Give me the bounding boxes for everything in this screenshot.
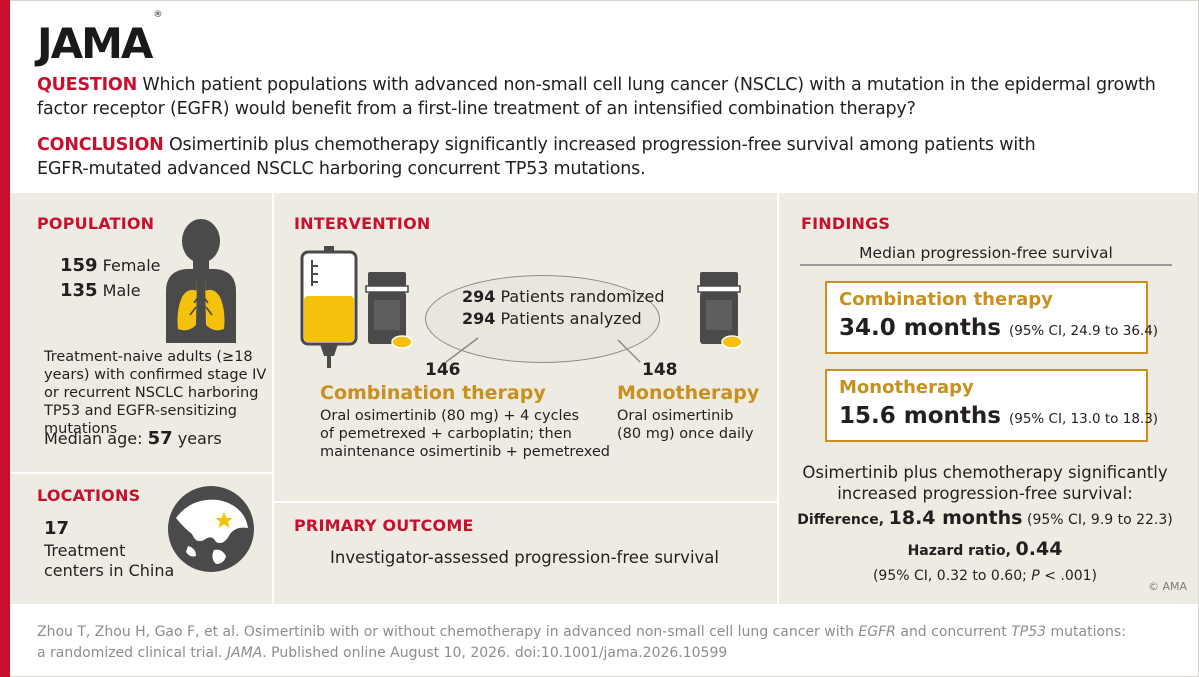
female-count: 159 Female [60,255,161,276]
male-count: 135 Male [60,280,141,301]
hazard-ratio-line: Hazard ratio, 0.44 [907,538,1063,560]
arm2-count: 148 [642,360,678,380]
arm2-line2: (80 mg) once daily [617,426,754,442]
findings-title: FINDINGS [801,214,891,233]
arm1-line1: Oral osimertinib (80 mg) + 4 cycles [320,408,580,424]
conclusion-text: CONCLUSION Osimertinib plus chemotherapy… [37,134,1037,181]
arm2-line1: Oral osimertinib [617,408,734,424]
findings-subtitle: Median progression-free survival [859,244,1113,262]
row-divider [10,472,272,474]
population-description: Treatment-naive adults (≥18 years) with … [44,349,267,437]
accent-bar [0,0,10,677]
question-text: QUESTION Which patient populations with … [37,74,1157,121]
arm1-line2: of pemetrexed + carboplatin; then [320,426,572,442]
row-divider [274,501,777,503]
box2-value: 15.6 months (95% CI, 13.0 to 18.3) [839,403,1159,429]
locations-title: LOCATIONS [37,486,141,505]
location-line2: centers in China [44,561,175,580]
difference-line: Difference, 18.4 months (95% CI, 9.9 to … [797,507,1173,529]
arm1-title: Combination therapy [320,382,546,404]
pill-bottle-icon [365,272,412,349]
box2-title: Monotherapy [839,377,974,398]
citation: Zhou T, Zhou H, Gao F, et al. Osimertini… [37,624,1126,661]
intervention-title: INTERVENTION [294,214,431,233]
subtitle-rule [800,264,1172,266]
globe-china-icon [168,486,254,572]
box1-title: Combination therapy [839,289,1053,310]
conclusion-body: Osimertinib plus chemotherapy significan… [37,135,1036,179]
combination-result-box: Combination therapy 34.0 months (95% CI,… [825,281,1158,354]
person-lungs-icon [166,219,236,343]
jama-logo: JAMA® [37,10,163,68]
allocation-lines [445,337,641,363]
question-label: QUESTION [37,75,138,95]
conclusion-label: CONCLUSION [37,135,164,155]
arm1-count: 146 [425,360,461,380]
median-age: Median age: 57 years [44,428,222,449]
analyzed-line: 294 Patients analyzed [462,309,642,328]
monotherapy-result-box: Monotherapy 15.6 months (95% CI, 13.0 to… [825,369,1158,442]
summary-text: Osimertinib plus chemotherapy significan… [802,463,1168,503]
copyright: © AMA [1148,580,1188,593]
box1-value: 34.0 months (95% CI, 24.9 to 36.4) [839,315,1159,341]
arm1-line3: maintenance osimertinib + pemetrexed [320,444,610,460]
question-body: Which patient populations with advanced … [37,75,1156,119]
location-line1: Treatment [44,541,126,560]
arm2-title: Monotherapy [617,382,760,404]
pill-bottle-icon [697,272,743,349]
location-count: 17 [44,518,70,539]
column-divider [272,193,274,604]
primary-outcome-title: PRIMARY OUTCOME [294,516,474,535]
column-divider [777,193,779,604]
primary-outcome-text: Investigator-assessed progression-free s… [330,548,719,567]
iv-bag-icon [300,246,358,368]
randomized-line: 294 Patients randomized [462,287,665,306]
population-title: POPULATION [37,214,155,233]
hazard-ratio-ci: (95% CI, 0.32 to 0.60; P < .001) [872,568,1098,584]
